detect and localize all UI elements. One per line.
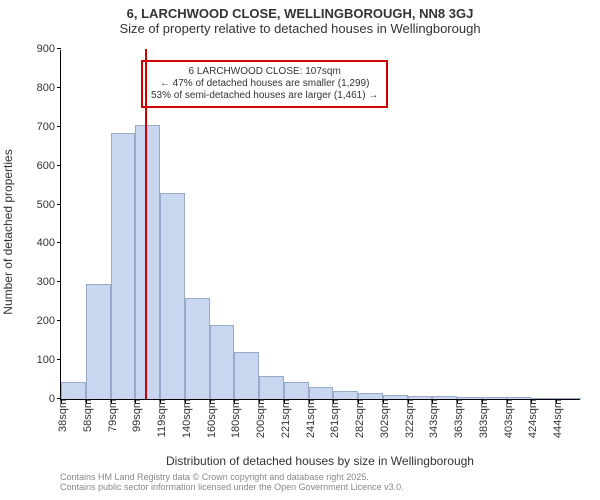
x-tick-label: 58sqm [78,399,94,432]
y-tick-mark [57,165,61,166]
x-tick-label: 119sqm [152,399,168,437]
x-tick-mark [309,399,310,403]
x-tick-label: 221sqm [276,399,292,438]
histogram-bar [111,133,136,399]
x-tick-mark [259,399,260,403]
chart-title-line1: 6, LARCHWOOD CLOSE, WELLINGBOROUGH, NN8 … [0,0,600,21]
x-tick-label: 261sqm [325,399,341,438]
histogram-bar [135,125,160,399]
y-axis-label: Number of detached properties [1,57,15,407]
y-tick-label: 400 [37,237,61,249]
y-tick-mark [57,87,61,88]
histogram-bar [259,376,284,399]
y-tick-label: 200 [37,315,61,327]
x-tick-label: 282sqm [350,399,366,438]
x-tick-label: 403sqm [499,399,515,438]
chart-container: 6, LARCHWOOD CLOSE, WELLINGBOROUGH, NN8 … [0,0,600,500]
y-tick-mark [57,359,61,360]
property-marker-line [145,49,147,399]
x-tick-label: 99sqm [127,399,143,432]
y-tick-mark [57,126,61,127]
y-tick-mark [57,320,61,321]
x-tick-label: 343sqm [424,399,440,438]
x-tick-label: 180sqm [226,399,242,438]
histogram-bar [160,193,185,399]
histogram-bar [61,382,86,400]
x-tick-label: 79sqm [103,399,119,432]
footer-credits: Contains HM Land Registry data © Crown c… [60,472,404,492]
x-tick-mark [358,399,359,403]
footer-line1: Contains HM Land Registry data © Crown c… [60,472,404,482]
y-tick-mark [57,242,61,243]
histogram-bar [210,325,235,399]
x-tick-mark [86,399,87,403]
histogram-bar [333,391,358,399]
x-tick-label: 38sqm [53,399,69,432]
x-tick-label: 424sqm [523,399,539,438]
x-tick-label: 241sqm [301,399,317,438]
x-tick-mark [383,399,384,403]
x-tick-mark [234,399,235,403]
y-tick-label: 300 [37,276,61,288]
x-tick-mark [457,399,458,403]
x-tick-mark [531,399,532,403]
x-tick-label: 383sqm [474,399,490,438]
x-tick-label: 302sqm [375,399,391,438]
annotation-box: 6 LARCHWOOD CLOSE: 107sqm ← 47% of detac… [141,60,388,108]
x-tick-mark [210,399,211,403]
x-axis-label: Distribution of detached houses by size … [60,454,580,468]
x-tick-mark [333,399,334,403]
x-tick-label: 363sqm [449,399,465,438]
histogram-bar [309,387,334,399]
x-tick-mark [556,399,557,403]
y-tick-mark [57,204,61,205]
x-tick-label: 140sqm [177,399,193,438]
histogram-bar [86,284,111,399]
x-tick-mark [160,399,161,403]
x-tick-mark [185,399,186,403]
x-tick-mark [61,399,62,403]
annotation-line1: 6 LARCHWOOD CLOSE: 107sqm [151,66,378,78]
x-tick-label: 160sqm [202,399,218,438]
x-tick-mark [284,399,285,403]
y-tick-mark [57,48,61,49]
y-tick-label: 500 [37,199,61,211]
x-tick-mark [111,399,112,403]
y-tick-label: 700 [37,121,61,133]
annotation-line3: 53% of semi-detached houses are larger (… [151,90,378,102]
x-tick-mark [135,399,136,403]
x-tick-label: 444sqm [548,399,564,438]
x-tick-mark [432,399,433,403]
x-tick-mark [482,399,483,403]
footer-line2: Contains public sector information licen… [60,482,404,492]
chart-title-line2: Size of property relative to detached ho… [0,21,600,36]
x-tick-mark [408,399,409,403]
y-tick-mark [57,281,61,282]
histogram-bar [234,352,259,399]
y-tick-label: 900 [37,43,61,55]
x-tick-label: 200sqm [251,399,267,438]
y-tick-label: 600 [37,160,61,172]
annotation-line2: ← 47% of detached houses are smaller (1,… [151,78,378,90]
x-tick-mark [507,399,508,403]
plot-area: 6 LARCHWOOD CLOSE: 107sqm ← 47% of detac… [60,50,580,400]
y-tick-label: 100 [37,354,61,366]
histogram-bar [185,298,210,399]
histogram-bar [284,382,309,400]
y-tick-label: 800 [37,82,61,94]
x-tick-label: 322sqm [400,399,416,438]
